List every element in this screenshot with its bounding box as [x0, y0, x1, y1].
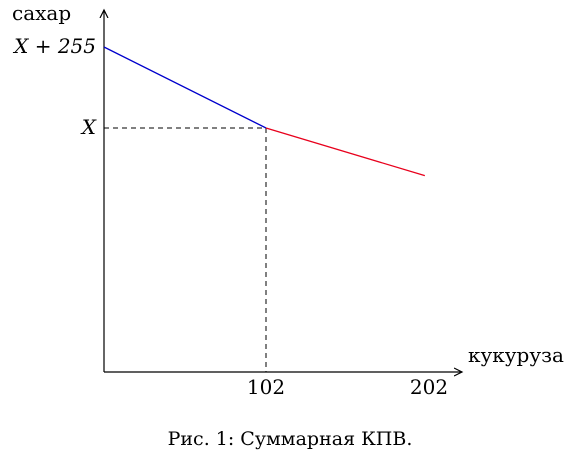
y-axis-label: сахар [12, 1, 71, 25]
y-tick-label-kink: X [80, 115, 97, 139]
y-tick-label-top: X + 255 [12, 34, 96, 58]
figure-caption: Рис. 1: Суммарная КПВ. [167, 428, 413, 450]
x-tick-label-102: 102 [247, 375, 285, 399]
x-tick-label-202: 202 [410, 375, 448, 399]
x-axis-label: кукуруза [468, 343, 564, 367]
kpv-chart: сахар кукуруза X + 255 X 102 202 [12, 1, 564, 399]
kpv-segment-1 [103, 46, 267, 129]
kpv-segment-2 [265, 127, 426, 177]
